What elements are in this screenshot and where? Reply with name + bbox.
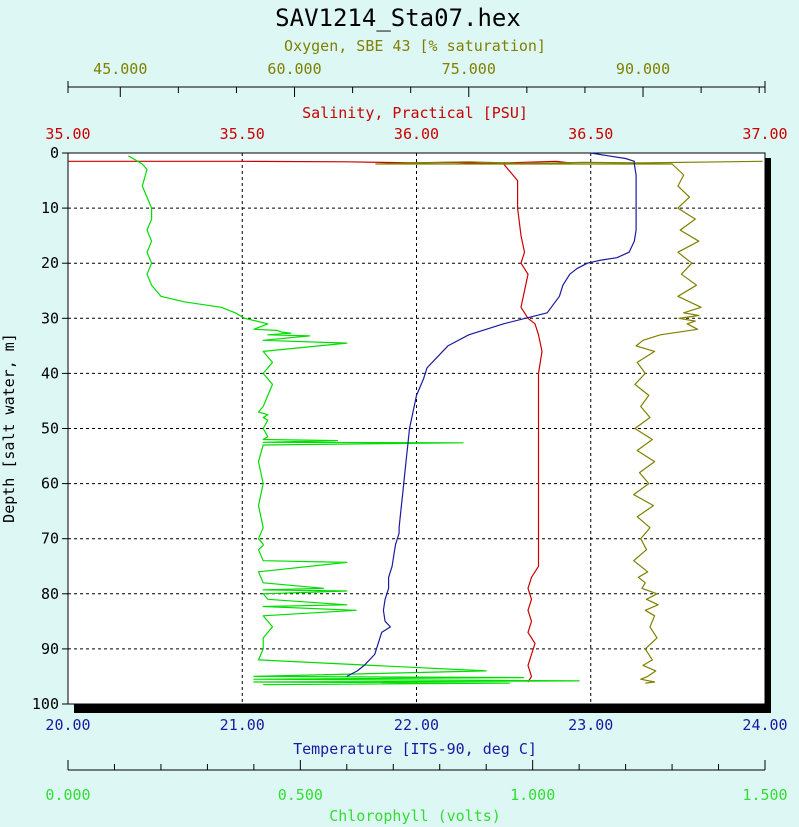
chlorophyll-tick-label: 1.000 — [510, 786, 555, 804]
chart-title: SAV1214_Sta07.hex — [275, 4, 521, 32]
salinity-tick-label: 36.00 — [394, 125, 439, 143]
y-tick-label: 90 — [41, 640, 59, 658]
oxygen-series-line — [375, 160, 763, 684]
y-tick-label: 40 — [41, 364, 59, 382]
oxygen-tick-label: 75.000 — [442, 60, 496, 78]
oxygen-tick-label: 90.000 — [616, 60, 670, 78]
y-tick-label: 20 — [41, 254, 59, 272]
series-group — [68, 152, 763, 686]
temperature-tick-label: 24.00 — [742, 716, 787, 734]
chlorophyll-tick-label: 0.500 — [278, 786, 323, 804]
y-tick-label: 70 — [41, 530, 59, 548]
temperature-tick-label: 22.00 — [394, 716, 439, 734]
temperature-tick-label: 23.00 — [568, 716, 613, 734]
y-axis: 0 10 20 30 40 50 60 70 80 90 100 — [32, 144, 68, 713]
salinity-tick-label: 37.00 — [742, 125, 787, 143]
salinity-tick-label: 35.00 — [45, 125, 90, 143]
chlorophyll-series-line — [128, 155, 580, 686]
y-tick-label: 100 — [32, 695, 59, 713]
y-tick-label: 10 — [41, 199, 59, 217]
oxygen-tick-label: 45.000 — [93, 60, 147, 78]
y-tick-label: 30 — [41, 309, 59, 327]
top-axes: 45.000 60.000 75.000 90.000 Oxygen, SBE 43 [… — [45, 37, 787, 143]
y-tick-label: 50 — [41, 420, 59, 438]
chlorophyll-tick-label: 1.500 — [742, 786, 787, 804]
y-tick-label: 80 — [41, 585, 59, 603]
temperature-tick-label: 21.00 — [220, 716, 265, 734]
y-axis-label: Depth [salt water, m] — [0, 333, 18, 523]
grid — [68, 153, 765, 704]
temperature-series-line — [346, 152, 637, 677]
oxygen-tick-label: 60.000 — [267, 60, 321, 78]
chlorophyll-tick-label: 0.000 — [45, 786, 90, 804]
y-tick-label: 60 — [41, 475, 59, 493]
salinity-axis-label: Salinity, Practical [PSU] — [302, 104, 528, 122]
oxygen-axis-label: Oxygen, SBE 43 [% saturation] — [284, 37, 546, 55]
y-tick-label: 0 — [50, 144, 59, 162]
temperature-axis-label: Temperature [ITS-90, deg C] — [293, 740, 537, 758]
salinity-tick-label: 35.50 — [220, 125, 265, 143]
bottom-axes: 20.00 21.00 22.00 23.00 24.00 Temperature [IT… — [45, 716, 787, 825]
temperature-tick-label: 20.00 — [45, 716, 90, 734]
chlorophyll-axis-label: Chlorophyll (volts) — [329, 807, 501, 825]
salinity-tick-label: 36.50 — [568, 125, 613, 143]
